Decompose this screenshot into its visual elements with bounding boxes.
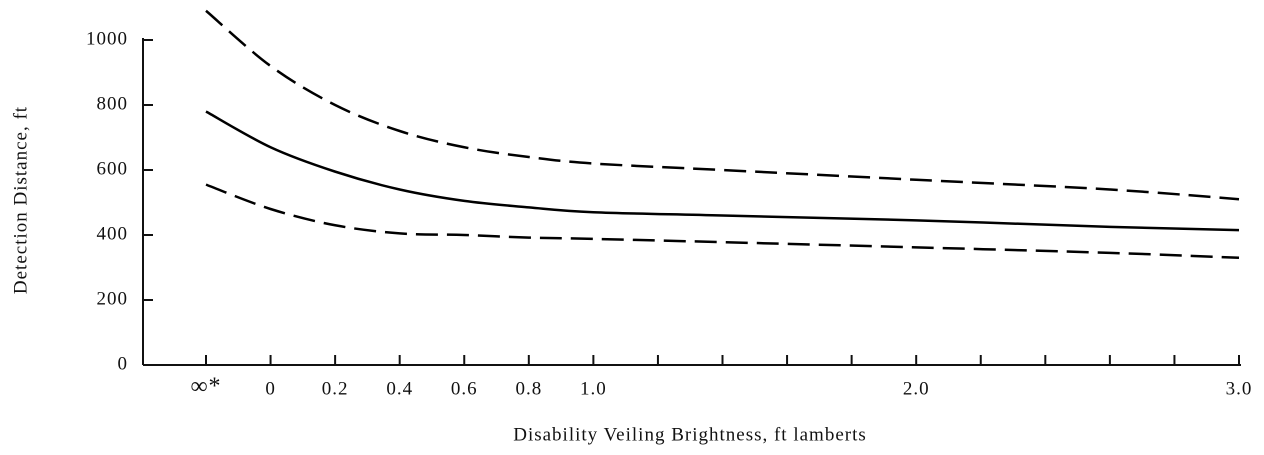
x-tick-label: 2.0 bbox=[903, 378, 930, 399]
x-tick-label: 1.0 bbox=[580, 378, 607, 399]
x-tick-label: 0.4 bbox=[386, 378, 413, 399]
x-tick-label: 0 bbox=[265, 378, 276, 399]
x-tick-label: 3.0 bbox=[1226, 378, 1253, 399]
x-tick-label: 0.2 bbox=[322, 378, 349, 399]
y-axis-title: Detection Distance, ft bbox=[10, 106, 31, 294]
line-series bbox=[205, 9, 1240, 201]
y-tick-label: 200 bbox=[97, 288, 129, 309]
y-tick-label: 600 bbox=[97, 158, 129, 179]
line-series bbox=[205, 110, 1240, 232]
y-tick-label: 400 bbox=[97, 223, 129, 244]
x-axis-title: Disability Veiling Brightness, ft lamber… bbox=[513, 424, 867, 445]
y-tick-label: 0 bbox=[118, 353, 129, 374]
line-series bbox=[205, 183, 1240, 259]
x-tick-label: ∞* bbox=[190, 374, 221, 400]
x-tick-label: 0.8 bbox=[515, 378, 542, 399]
x-tick-label: 0.6 bbox=[451, 378, 478, 399]
y-tick-label: 800 bbox=[97, 93, 129, 114]
y-tick-label: 1000 bbox=[86, 28, 128, 49]
